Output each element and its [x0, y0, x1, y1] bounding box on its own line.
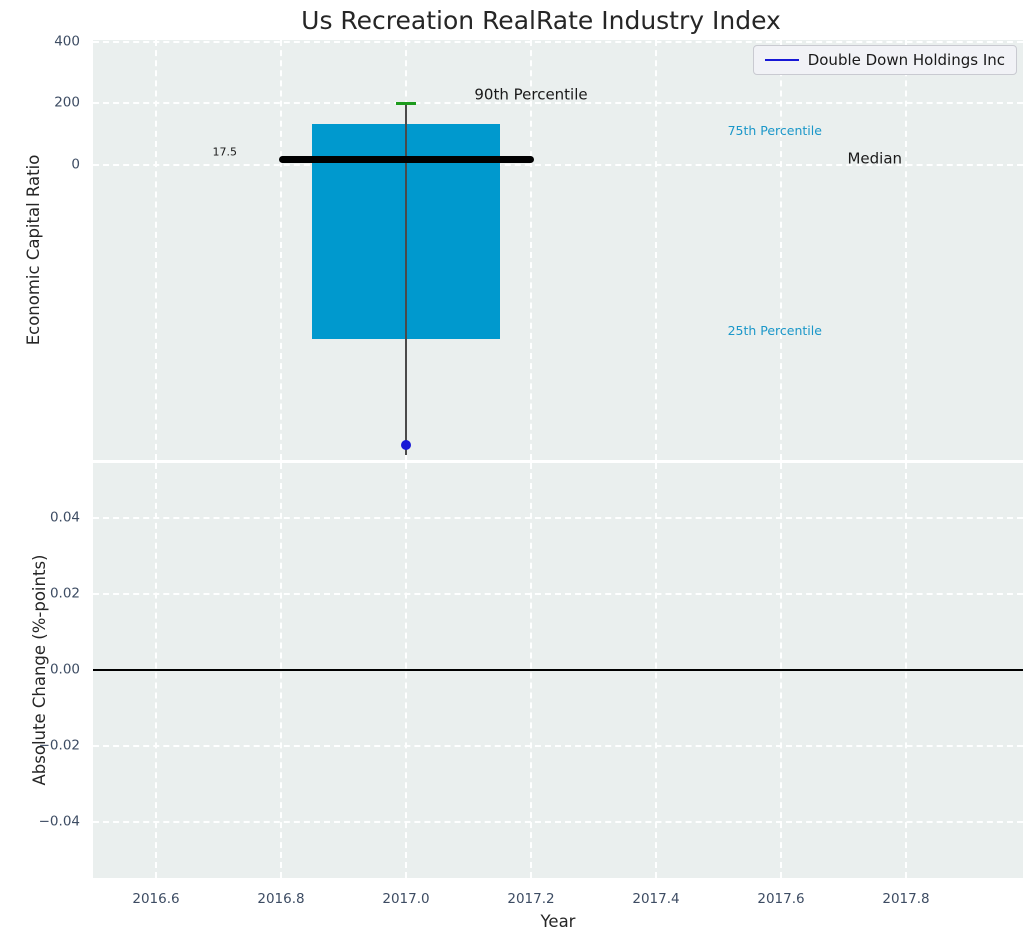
y-gridline [93, 593, 1023, 596]
x-gridline [780, 40, 782, 460]
x-tick-label: 2017.2 [507, 891, 555, 907]
y-gridline [93, 744, 1023, 747]
top-axes [93, 40, 1023, 460]
x-tick-label: 2017.4 [632, 891, 680, 907]
median-line [278, 155, 534, 163]
x-gridline [280, 40, 282, 460]
y-tick-label: 0.00 [49, 661, 80, 678]
whisker-line [405, 103, 407, 455]
y-tick-label: −0.02 [38, 736, 80, 753]
x-tick-label: 2017.0 [382, 891, 430, 907]
x-gridline [655, 40, 657, 460]
y-tick-label: 0.02 [49, 585, 80, 602]
whisker-cap-90th [396, 102, 416, 106]
x-gridline [155, 40, 157, 460]
zero-line [93, 668, 1023, 671]
annotation: Median [847, 149, 903, 168]
y-tick-label: 400 [54, 32, 80, 49]
y-tick-label: −0.04 [38, 812, 80, 829]
legend: Double Down Holdings Inc [752, 45, 1017, 75]
x-tick-label: 2016.6 [132, 891, 180, 907]
x-tick-label: 2017.6 [757, 891, 805, 907]
y-tick-label: 0.04 [49, 509, 80, 526]
annotation: 25th Percentile [727, 322, 822, 338]
chart-title: Us Recreation RealRate Industry Index [301, 6, 781, 35]
y-gridline [93, 102, 1023, 105]
x-tick-label: 2017.8 [882, 891, 930, 907]
y-axis-label-top: Economic Capital Ratio [23, 154, 43, 346]
y-gridline [93, 517, 1023, 520]
x-gridline [530, 40, 532, 460]
y-gridline [93, 40, 1023, 43]
company-point [401, 439, 411, 450]
x-gridline [905, 40, 907, 460]
y-gridline [93, 163, 1023, 166]
annotation: 17.5 [212, 145, 238, 159]
x-tick-label: 2016.8 [257, 891, 305, 907]
y-gridline [93, 820, 1023, 823]
annotation: 75th Percentile [727, 122, 822, 138]
annotation: 90th Percentile [474, 85, 588, 104]
bottom-axes [93, 463, 1023, 878]
y-tick-label: 200 [54, 94, 80, 111]
x-axis-label: Year [540, 912, 576, 931]
y-tick-label: 0 [71, 156, 80, 173]
legend-line-sample [764, 59, 799, 61]
legend-label: Double Down Holdings Inc [807, 51, 1005, 69]
